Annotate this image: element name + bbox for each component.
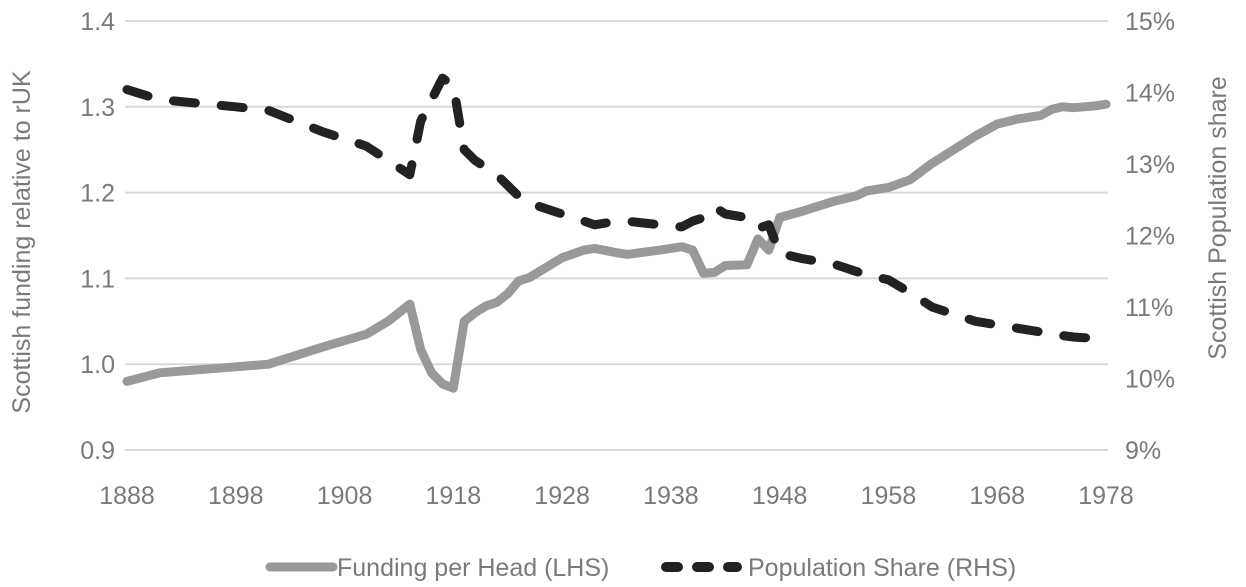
right-axis-tick-label: 9% xyxy=(1125,437,1161,465)
x-axis-tick-label: 1938 xyxy=(643,482,699,510)
x-axis-tick-label: 1978 xyxy=(1078,482,1134,510)
left-axis-tick-label: 1.0 xyxy=(80,351,115,379)
x-axis-ticks: 1888 1898 1908 1918 1928 1938 1948 1958 1968 1978 xyxy=(99,482,1134,510)
left-axis-tick-label: 0.9 xyxy=(80,437,115,465)
right-axis-tick-label: 12% xyxy=(1125,223,1175,251)
funding-per-head-line xyxy=(122,99,1111,393)
x-axis-tick-label: 1968 xyxy=(969,482,1025,510)
right-axis-title: Scottish Population share xyxy=(1204,76,1232,360)
left-axis-ticks: 0.9 1.0 1.1 1.2 1.3 1.4 xyxy=(80,8,115,465)
x-axis-tick-label: 1958 xyxy=(861,482,917,510)
right-axis-tick-label: 14% xyxy=(1125,80,1175,108)
left-axis-tick-label: 1.4 xyxy=(80,8,115,36)
legend-label-funding: Funding per Head (LHS) xyxy=(337,554,609,582)
left-axis-tick-label: 1.3 xyxy=(80,94,115,122)
left-axis-tick-label: 1.2 xyxy=(80,180,115,208)
x-axis-tick-label: 1918 xyxy=(426,482,482,510)
legend: Funding per Head (LHS) Population Share … xyxy=(265,554,1016,582)
series-lines xyxy=(122,73,1111,393)
right-axis-tick-label: 10% xyxy=(1125,366,1175,394)
gridlines xyxy=(125,20,1108,451)
legend-item-population: Population Share (RHS) xyxy=(661,554,1016,582)
x-axis-tick-label: 1928 xyxy=(534,482,590,510)
legend-item-funding: Funding per Head (LHS) xyxy=(265,554,609,582)
x-axis-tick-label: 1908 xyxy=(317,482,373,510)
right-axis-ticks: 9% 10% 11% 12% 13% 14% 15% xyxy=(1125,8,1175,465)
right-axis-tick-label: 13% xyxy=(1125,151,1175,179)
population-share-line xyxy=(122,73,1111,343)
legend-label-population: Population Share (RHS) xyxy=(748,554,1016,582)
right-axis-tick-label: 15% xyxy=(1125,8,1175,36)
x-axis-tick-label: 1888 xyxy=(99,482,155,510)
x-axis-tick-label: 1948 xyxy=(752,482,808,510)
left-axis-title: Scottish funding relative to rUK xyxy=(8,70,36,414)
x-axis-tick-label: 1898 xyxy=(208,482,264,510)
right-axis-tick-label: 11% xyxy=(1125,294,1173,322)
left-axis-tick-label: 1.1 xyxy=(80,265,115,293)
